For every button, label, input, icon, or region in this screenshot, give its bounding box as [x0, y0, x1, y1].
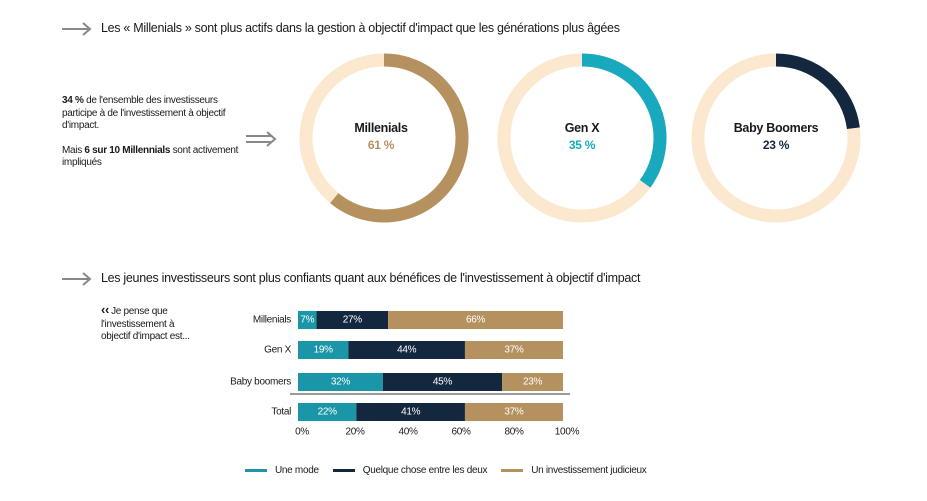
x-tick-label: 0% — [295, 427, 309, 438]
category-label: Total — [271, 407, 291, 418]
intro-stat-2: 6 sur 10 Millennials — [84, 144, 171, 156]
donut-slice — [330, 53, 469, 223]
bar-label: 41% — [401, 407, 421, 418]
bar-segment — [464, 341, 563, 359]
legend-item: Un investissement judicieux — [501, 465, 647, 476]
donut-pct: 61 % — [367, 138, 395, 152]
intro-text: 34 % de l'ensemble des investisseurs par… — [62, 95, 242, 182]
intro-text-2a: Mais — [62, 144, 85, 156]
legend-item: Une mode — [245, 465, 319, 476]
bar-label: 37% — [504, 407, 524, 418]
intro-text-2b: sont activement impliqués — [62, 144, 239, 169]
bar-segment — [464, 403, 563, 421]
x-tick-label: 40% — [398, 427, 418, 438]
legend-swatch — [501, 469, 524, 472]
donut-pct: 35 % — [568, 138, 596, 152]
intro-stat: 34 % — [62, 95, 84, 106]
bar-segment — [388, 311, 563, 329]
x-tick-label: 60% — [451, 427, 471, 438]
donut-slice — [775, 53, 860, 130]
donut-slice — [581, 53, 667, 188]
legend: Une mode Quelque chose entre les deux Un… — [245, 465, 661, 476]
legend-label: Une mode — [275, 465, 319, 476]
section1-heading: Les « Millenials » sont plus actifs dans… — [101, 21, 620, 35]
bar-label: 7% — [300, 315, 314, 326]
bar-segment — [502, 373, 563, 391]
donut-name: Gen X — [564, 121, 600, 135]
legend-swatch — [332, 469, 355, 472]
bar-segment — [316, 311, 389, 329]
bar-label: 27% — [343, 315, 363, 326]
stacked-bar-chart: Millenials 7% 27% 66% Gen X 19% 44% 37% Baby boo… — [230, 311, 580, 438]
section2-heading: Les jeunes investisseurs sont plus confi… — [101, 271, 641, 285]
bar-segment — [298, 373, 383, 391]
x-tick-label: 100% — [555, 427, 580, 438]
bar-segment — [382, 373, 503, 391]
legend-item: Quelque chose entre les deux — [332, 465, 488, 476]
bar-label: 23% — [523, 377, 543, 388]
bar-segment — [298, 341, 349, 359]
donut-label-genx: Gen X 35 % — [502, 121, 662, 152]
x-tick-label: 80% — [504, 427, 524, 438]
donut-label-boomers: Baby Boomers 23 % — [696, 121, 856, 152]
bar-segment — [356, 403, 465, 421]
bar-segment — [348, 341, 465, 359]
quote-text: Je pense que l'investissement à objectif… — [101, 306, 190, 342]
quote: ‹‹ Je pense que l'investissement à object… — [101, 302, 201, 344]
bar-label: 44% — [397, 345, 417, 356]
x-tick-label: 20% — [345, 427, 365, 438]
bar-label: 37% — [504, 345, 524, 356]
bar-label: 32% — [331, 377, 351, 388]
donut-name: Baby Boomers — [733, 121, 819, 135]
arrow-right-icon — [62, 272, 92, 286]
category-label: Baby boomers — [230, 377, 291, 388]
legend-label: Quelque chose entre les deux — [362, 465, 488, 476]
bar-label: 66% — [466, 315, 486, 326]
bar-label: 19% — [314, 345, 334, 356]
legend-swatch — [245, 469, 267, 472]
double-arrow-icon — [246, 131, 277, 147]
intro-text-1: de l'ensemble des investisseurs particip… — [62, 95, 226, 131]
category-label: Gen X — [264, 345, 291, 356]
donut-pct: 23 % — [762, 138, 790, 152]
bar-label: 22% — [318, 407, 338, 418]
arrow-right-icon — [62, 22, 92, 36]
donut-name: Millenials — [354, 121, 408, 135]
bar-segment — [298, 311, 317, 329]
bar-label: 45% — [433, 377, 453, 388]
quote-mark-icon: ‹‹ — [101, 302, 110, 317]
legend-label: Un investissement judicieux — [531, 465, 647, 476]
donut-label-millenials: Millenials 61 % — [301, 121, 461, 152]
category-label: Millenials — [253, 315, 291, 326]
donut-charts — [299, 53, 861, 223]
bar-segment — [298, 403, 357, 421]
